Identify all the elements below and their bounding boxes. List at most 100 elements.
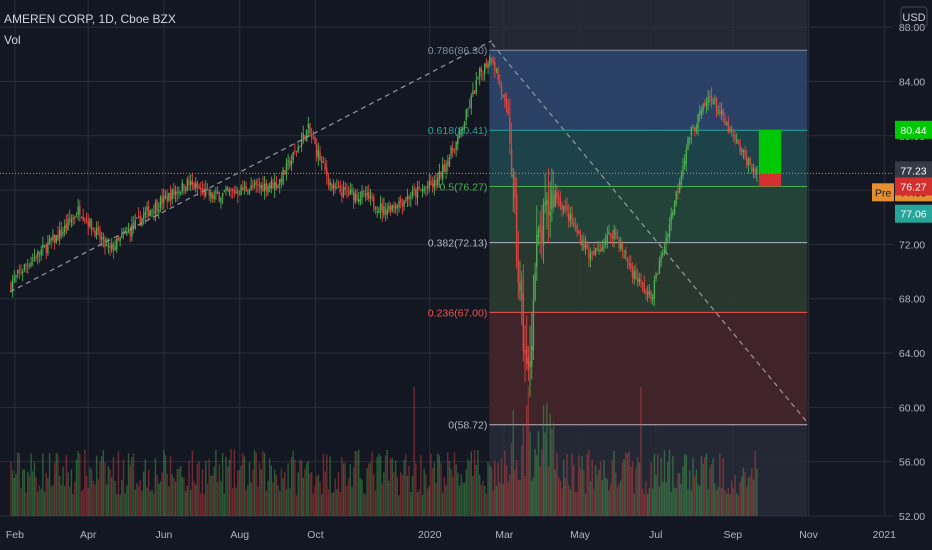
volume-bar <box>38 485 41 516</box>
candle-body <box>189 181 192 185</box>
volume-bar <box>384 455 387 516</box>
volume-bar <box>213 466 215 516</box>
volume-bar <box>171 474 173 516</box>
volume-bar <box>290 457 293 516</box>
candle-body <box>473 90 476 95</box>
candle-body <box>159 198 162 208</box>
volume-bar <box>195 484 197 516</box>
volume-bar <box>126 485 128 516</box>
candle-body <box>625 250 627 259</box>
candle-body <box>551 190 553 210</box>
candle-body <box>423 188 425 191</box>
x-tick-label: Nov <box>799 529 818 541</box>
volume-bar <box>483 486 486 516</box>
candle-body <box>247 193 249 195</box>
volume-bar <box>16 452 19 516</box>
candle-body <box>368 191 370 200</box>
volume-bar <box>714 483 716 516</box>
chart-title[interactable]: AMEREN CORP, 1D, Cboe BZX <box>4 12 176 26</box>
volume-bar <box>373 474 375 516</box>
volume-bar <box>349 464 351 516</box>
volume-bar <box>112 457 115 516</box>
volume-bar <box>191 450 194 516</box>
candle-body <box>571 213 573 224</box>
candle-body <box>284 170 286 174</box>
volume-bar <box>327 489 330 516</box>
candle-body <box>302 133 304 141</box>
volume-bar <box>79 453 81 516</box>
volume-bar <box>173 477 175 516</box>
candle-body <box>670 214 672 224</box>
candle-body <box>105 244 108 246</box>
volume-bar <box>509 474 511 516</box>
volume-bar <box>749 475 751 516</box>
fibonacci-retracement[interactable]: 0.786(86.30) 0.618(80.41) 0.5(76.27) 0.382(… <box>428 45 808 432</box>
volume-bar <box>374 490 377 516</box>
candle-body <box>653 279 656 298</box>
volume-bar <box>109 469 111 516</box>
volume-bar <box>225 456 227 516</box>
candle-body <box>389 205 392 213</box>
candle-body <box>336 187 338 189</box>
candle-body <box>58 230 61 239</box>
volume-indicator-label[interactable]: Vol <box>4 33 21 47</box>
volume-bar <box>650 462 652 516</box>
volume-bar <box>158 483 160 516</box>
volume-bar <box>746 486 748 516</box>
volume-bar <box>452 476 454 516</box>
candle-body <box>366 192 368 196</box>
candle-body <box>522 293 525 351</box>
volume-bar <box>10 461 12 516</box>
candle-body <box>104 238 106 247</box>
candle-body <box>447 161 449 166</box>
candle-body <box>699 111 701 116</box>
candle-body <box>384 207 387 216</box>
candle-body <box>426 186 429 188</box>
candle-body <box>630 263 632 269</box>
volume-bar <box>729 494 731 516</box>
candle-body <box>591 251 593 253</box>
candle-body <box>205 188 207 196</box>
trend-lines[interactable] <box>9 40 808 423</box>
volume-bar <box>742 467 745 516</box>
volume-bar <box>643 493 645 516</box>
candle-body <box>163 195 165 203</box>
candle-body <box>495 69 498 72</box>
volume-bar <box>485 494 488 516</box>
candle-body <box>156 200 158 211</box>
candle-body <box>272 182 274 189</box>
volume-bar <box>253 450 256 516</box>
candle-body <box>28 265 31 267</box>
candle-body <box>401 202 404 206</box>
volume-bar <box>599 461 602 516</box>
candle-body <box>373 196 375 208</box>
currency-badge[interactable] <box>900 6 928 28</box>
volume-bar <box>74 481 76 516</box>
volume-bar <box>265 491 267 516</box>
candle-body <box>678 182 681 193</box>
long-position-tool[interactable] <box>758 129 782 187</box>
volume-bar <box>310 471 313 516</box>
volume-bar <box>672 455 674 516</box>
candle-body <box>50 237 52 241</box>
candle-body <box>744 150 746 157</box>
candle-body <box>69 217 71 222</box>
volume-bar <box>356 451 358 516</box>
volume-bar <box>399 472 402 516</box>
candle-body <box>332 185 335 189</box>
candle-body <box>603 246 605 248</box>
volume-bar <box>532 477 535 516</box>
candle-body <box>305 129 308 142</box>
volume-bar <box>240 465 242 516</box>
y-axis-panel[interactable] <box>893 0 932 550</box>
volume-bar <box>494 460 496 516</box>
volume-bar <box>132 453 135 516</box>
candle-body <box>430 180 432 185</box>
volume-bar <box>557 476 560 516</box>
candle-body <box>646 292 649 295</box>
take-profit-zone <box>758 129 782 174</box>
candle-body <box>235 191 237 194</box>
volume-bar <box>287 463 289 516</box>
volume-bar <box>62 466 64 516</box>
